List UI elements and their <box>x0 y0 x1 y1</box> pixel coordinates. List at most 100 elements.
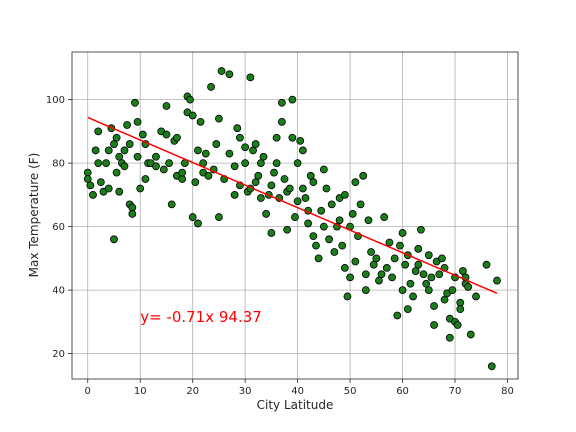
data-point <box>120 162 129 171</box>
data-point <box>246 73 255 82</box>
data-point <box>283 225 292 234</box>
data-point <box>453 321 462 329</box>
data-point <box>406 279 415 288</box>
data-point <box>346 273 354 282</box>
data-point <box>317 206 326 215</box>
data-point <box>212 140 221 148</box>
data-point <box>89 190 97 199</box>
x-tick-label: 20 <box>186 386 199 397</box>
data-point <box>411 267 420 275</box>
data-point <box>291 213 299 221</box>
data-point <box>115 187 124 196</box>
data-point <box>91 146 100 155</box>
data-point <box>440 295 449 304</box>
data-point <box>162 102 171 110</box>
data-point <box>128 210 137 218</box>
data-point <box>277 98 286 107</box>
data-point <box>133 152 142 161</box>
data-point <box>115 152 124 161</box>
tick-marks <box>68 99 508 383</box>
data-point <box>340 263 349 272</box>
data-point <box>296 136 305 145</box>
data-point <box>201 149 210 158</box>
data-point <box>233 124 242 133</box>
data-point <box>173 133 181 142</box>
data-point <box>375 276 383 285</box>
data-point <box>152 152 160 161</box>
y-tick-label: 60 <box>52 222 65 233</box>
data-point <box>335 216 344 225</box>
data-point <box>403 305 412 314</box>
data-point <box>277 117 286 126</box>
data-point <box>256 159 265 168</box>
data-point <box>215 114 223 123</box>
data-point <box>493 276 501 285</box>
data-point <box>270 168 278 177</box>
y-tick-label: 40 <box>52 286 65 297</box>
data-point <box>472 292 480 301</box>
data-point <box>414 260 423 269</box>
axes-frame <box>71 51 519 380</box>
data-point <box>83 175 92 183</box>
data-point <box>401 260 410 269</box>
data-point <box>225 70 234 79</box>
data-point <box>191 178 200 187</box>
x-tick-label: 10 <box>134 386 147 397</box>
data-point <box>325 235 334 244</box>
y-tick-label: 80 <box>52 159 65 170</box>
data-point <box>304 219 313 228</box>
data-point <box>96 178 105 187</box>
data-point <box>123 121 131 129</box>
data-point <box>466 330 475 339</box>
data-point <box>487 362 496 371</box>
data-point <box>138 130 147 139</box>
data-point <box>319 165 328 174</box>
data-point <box>254 171 263 180</box>
data-point <box>112 168 121 177</box>
data-point <box>280 175 289 183</box>
data-point <box>186 95 194 104</box>
data-point <box>215 213 223 221</box>
data-point <box>133 117 142 126</box>
data-point <box>422 279 431 288</box>
data-point <box>162 130 171 139</box>
data-point <box>445 333 454 342</box>
y-axis-label: Max Temperature (F) <box>27 153 41 278</box>
x-tick-label: 60 <box>396 386 409 397</box>
data-point <box>427 273 436 282</box>
data-point <box>409 292 417 301</box>
data-point <box>259 152 268 161</box>
data-point <box>298 146 307 155</box>
data-point <box>380 213 389 221</box>
data-point <box>319 222 328 231</box>
x-tick-label: 80 <box>501 386 514 397</box>
data-point <box>456 305 465 314</box>
data-point <box>230 162 239 171</box>
data-point <box>236 133 244 142</box>
data-point <box>141 175 150 183</box>
data-point <box>249 146 257 155</box>
regression-line <box>87 116 498 295</box>
data-point <box>207 83 215 91</box>
data-point <box>309 178 318 187</box>
data-point <box>414 244 423 253</box>
data-point <box>361 286 370 295</box>
data-point <box>424 251 433 260</box>
data-point <box>131 98 139 107</box>
data-point <box>417 225 425 234</box>
data-point <box>267 229 276 237</box>
y-tick-label: 100 <box>46 95 65 106</box>
data-point <box>396 241 404 250</box>
regression-equation: y= -0.71x 94.37 <box>140 308 262 326</box>
data-point <box>367 248 375 256</box>
data-point <box>435 270 444 279</box>
data-point <box>136 184 145 193</box>
data-point <box>359 171 368 180</box>
data-point <box>361 270 370 279</box>
data-point <box>448 286 457 295</box>
data-point <box>309 232 318 241</box>
data-point <box>217 67 226 75</box>
y-tick-label: 20 <box>52 349 65 360</box>
data-point <box>343 292 352 301</box>
data-point <box>372 254 381 263</box>
